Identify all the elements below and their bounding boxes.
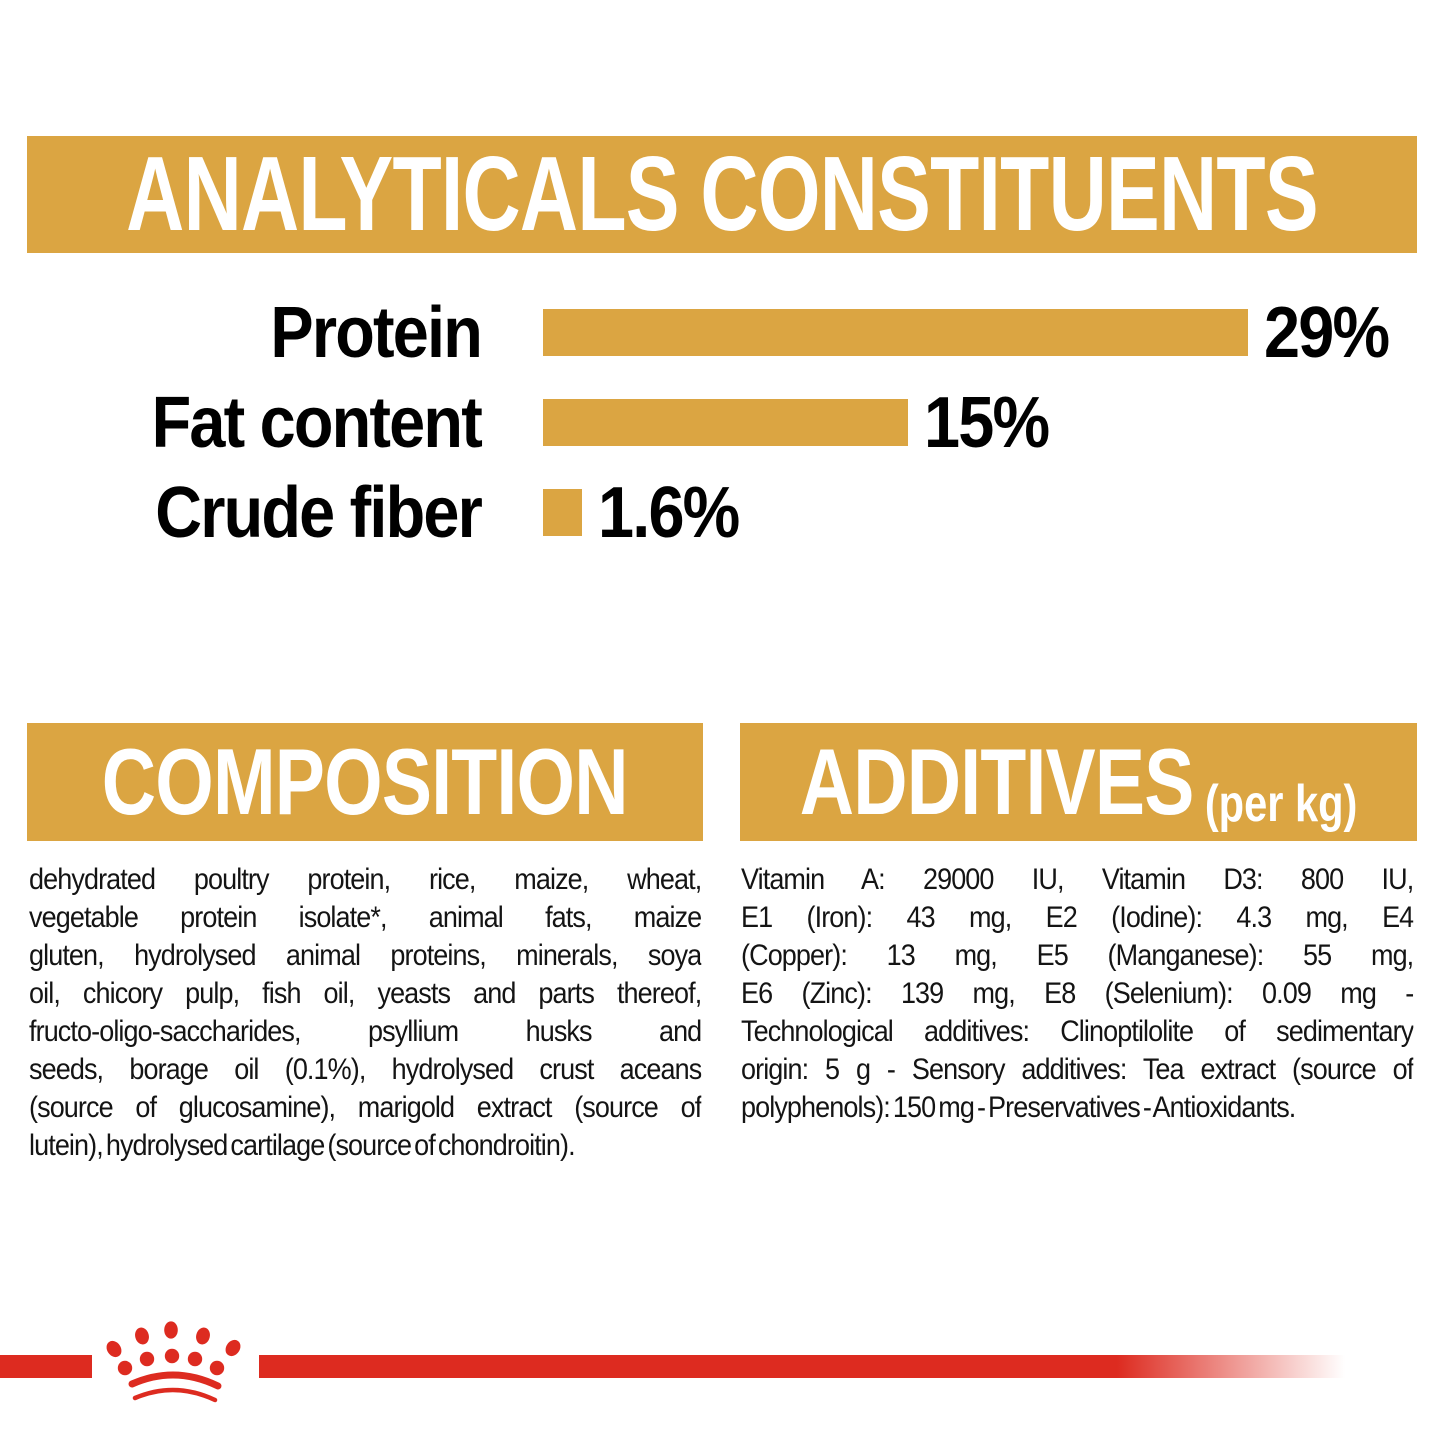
text-line: vegetable protein isolate*, animal fats,…: [29, 901, 702, 934]
bar-value: 29%: [1264, 292, 1390, 373]
analyticals-title: ANALYTICALS CONSTITUENTS: [126, 135, 1318, 253]
text-line: fructo-oligo-saccharides, psyllium husks…: [29, 1015, 702, 1048]
additives-text: Vitamin A: 29000 IU, Vitamin D3: 800 IU,…: [741, 861, 1413, 1127]
text-line: dehydrated poultry protein, rice, maize,…: [29, 863, 702, 896]
text-line: E6 (Zinc): 139 mg, E8 (Selenium): 0.09 m…: [741, 977, 1414, 1010]
text-line: (source of glucosamine), marigold extrac…: [29, 1091, 702, 1124]
bar-row: Fat content 15%: [0, 383, 1445, 463]
bar-label: Fat content: [151, 382, 483, 463]
text-line: origin: 5 g - Sensory additives: Tea ext…: [741, 1053, 1414, 1086]
bar: [543, 489, 582, 536]
additives-per-kg-label: (per kg): [1204, 775, 1358, 833]
footer-stripe-right: [259, 1355, 1345, 1378]
text-line: E1 (Iron): 43 mg, E2 (Iodine): 4.3 mg, E…: [741, 901, 1414, 934]
bar: [543, 309, 1248, 356]
analyticals-banner: ANALYTICALS CONSTITUENTS: [27, 135, 1417, 253]
composition-banner: COMPOSITION: [27, 723, 703, 841]
bar-value: 15%: [923, 382, 1050, 463]
bar-label: Protein: [270, 292, 482, 373]
bar: [543, 399, 908, 446]
footer-stripe-left: [0, 1355, 92, 1378]
text-line: Technological additives: Clinoptilolite …: [741, 1015, 1414, 1048]
additives-title-row: ADDITIVES (per kg): [800, 728, 1358, 836]
text-line: (Copper): 13 mg, E5 (Manganese): 55 mg,: [741, 939, 1414, 972]
text-line: gluten, hydrolysed animal proteins, mine…: [29, 939, 702, 972]
text-line: polyphenols): 150 mg - Preservatives - A…: [741, 1091, 1296, 1124]
bar-value: 1.6%: [597, 472, 740, 553]
additives-banner: ADDITIVES (per kg): [740, 723, 1417, 841]
analyticals-bar-chart: Protein 29% Fat content 15% Crude fiber 1.6%: [0, 293, 1445, 579]
text-line: oil, chicory pulp, fish oil, yeasts and …: [29, 977, 702, 1010]
bar-label: Crude fiber: [155, 472, 483, 553]
bar-row: Protein 29%: [0, 293, 1445, 373]
text-line: lutein), hydrolysed cartilage (source of…: [29, 1129, 576, 1162]
text-line: seeds, borage oil (0.1%), hydrolysed cru…: [29, 1053, 702, 1086]
crown-paw-logo-icon: [106, 1321, 241, 1403]
composition-text: dehydrated poultry protein, rice, maize,…: [29, 861, 701, 1165]
bar-row: Crude fiber 1.6%: [0, 473, 1445, 553]
additives-title: ADDITIVES: [799, 729, 1195, 834]
composition-title: COMPOSITION: [102, 729, 629, 834]
text-line: Vitamin A: 29000 IU, Vitamin D3: 800 IU,: [741, 863, 1414, 896]
